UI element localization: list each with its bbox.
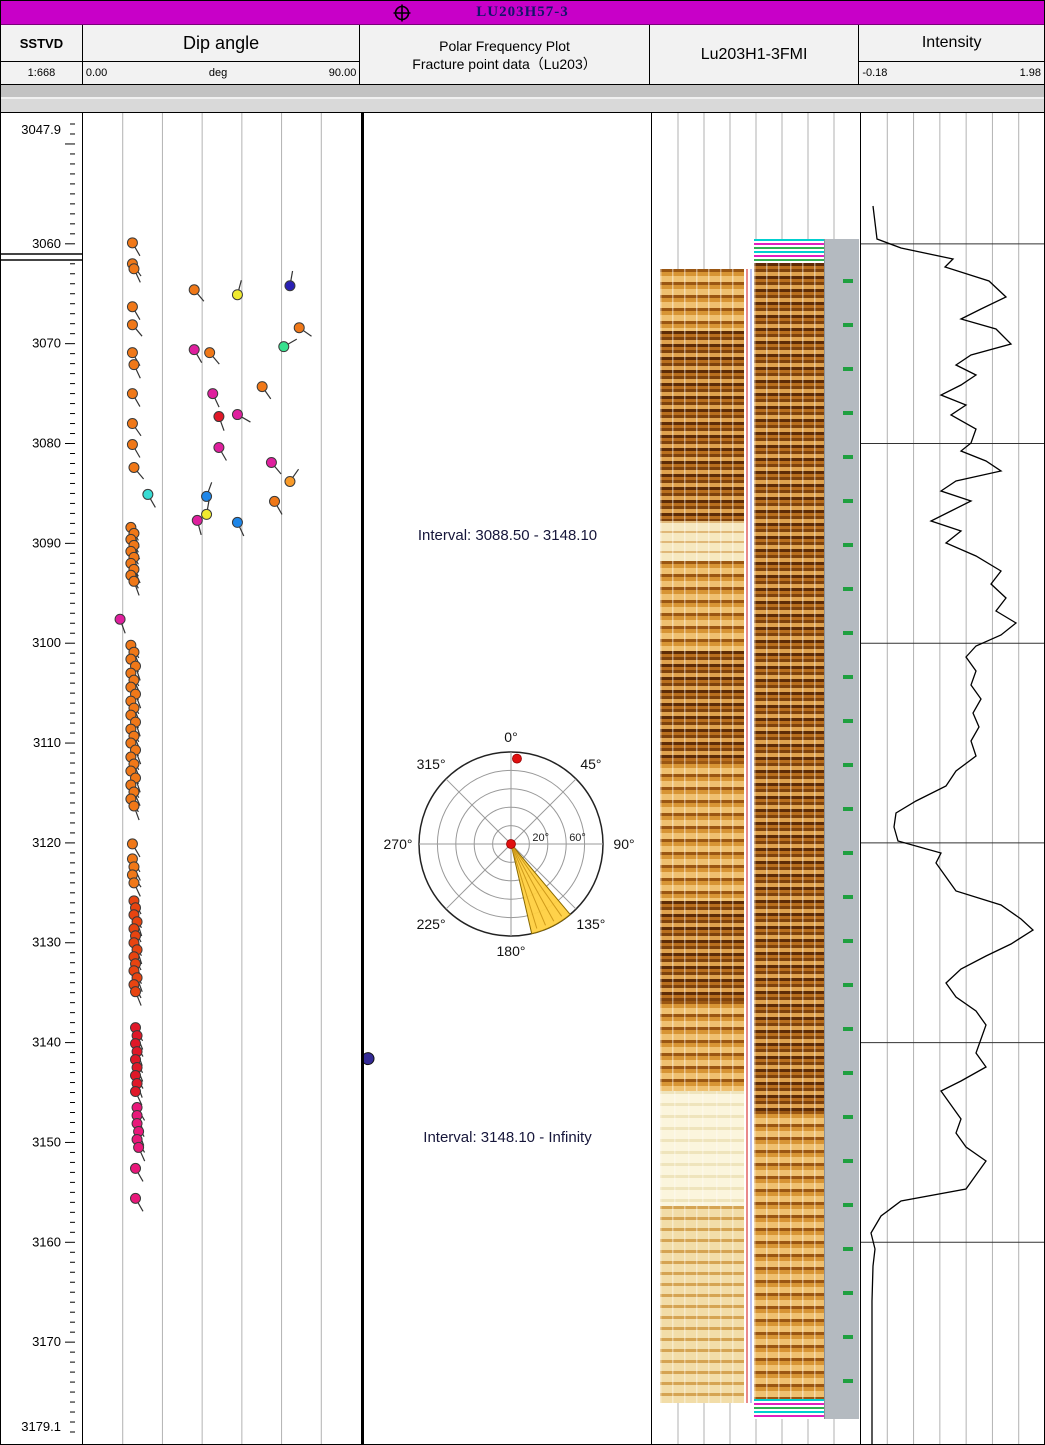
fmi-track-title: Lu203H1-3FMI [700,45,808,63]
depth-track-title: SSTVD [19,35,64,51]
fmi-image-segment [660,521,744,561]
svg-text:3060: 3060 [32,236,61,251]
svg-text:3170: 3170 [32,1334,61,1349]
header-depth: SSTVD 1:668 [1,25,83,85]
polar-title-line2: Fracture point data（Lu203） [412,55,597,72]
fmi-image-segment [660,561,744,651]
fmi-image-track [651,113,861,1444]
intensity-track [861,113,1044,1444]
track-header-row: SSTVD 1:668 Dip angle 0.00 deg 90.00 Pol… [1,25,1044,85]
log-display-area: 3047.9 3179.1 3060 3070 3080 3090 3100 3110 3120… [1,113,1044,1444]
fmi-sidebar-column [824,239,859,1419]
crosshair-circle-icon [393,4,411,22]
polar-track-title: Polar Frequency Plot Fracture point data… [360,25,648,84]
svg-text:3110: 3110 [33,735,61,750]
svg-text:3150: 3150 [32,1134,61,1149]
svg-text:3179.1: 3179.1 [21,1419,61,1434]
svg-text:3090: 3090 [32,535,61,550]
svg-text:60°: 60° [569,832,586,844]
header-polar-plot: Polar Frequency Plot Fracture point data… [360,25,650,85]
svg-text:270°: 270° [384,836,413,852]
fmi-gap-curve-blue [750,269,752,1403]
fmi-image-segment [660,901,744,1001]
title-bar: LU203H57-3 [1,1,1044,25]
fmi-image-segment [660,1001,744,1091]
svg-text:3047.9: 3047.9 [21,122,61,137]
dip-scale-max: 90.00 [328,67,357,79]
fmi-image-segment [660,269,744,331]
fmi-image-segment [754,263,824,1111]
header-dip-angle: Dip angle 0.00 deg 90.00 [82,25,361,85]
svg-text:3120: 3120 [32,835,61,850]
fmi-image-segment [660,1091,744,1206]
svg-text:90°: 90° [613,836,634,852]
svg-text:45°: 45° [580,756,601,772]
fmi-image-segment [754,239,824,263]
header-spacer-band [1,85,1044,113]
fmi-image-segment [754,1399,824,1419]
svg-text:0°: 0° [504,729,517,745]
svg-text:3140: 3140 [32,1035,61,1050]
well-title: LU203H57-3 [476,4,569,20]
fmi-image-segment [660,651,744,761]
intensity-scale-max: 1.98 [1019,67,1041,79]
svg-text:315°: 315° [417,756,446,772]
fmi-image-segment [660,331,744,521]
svg-text:3160: 3160 [32,1234,61,1249]
fmi-gap-curve-red [746,269,748,1403]
dip-scale-min: 0.00 [85,67,108,79]
fmi-image-segment [660,761,744,901]
svg-text:225°: 225° [417,916,446,932]
dip-scale-row: 0.00 deg 90.00 [82,61,360,84]
interval-label-lower: Interval: 3148.10 - Infinity [423,1129,592,1146]
polar-frequency-track: Interval: 3088.50 - 3148.10 Interval: 31… [361,113,651,1444]
svg-text:20°: 20° [532,832,549,844]
svg-text:180°: 180° [497,943,526,959]
fmi-image-segment [754,1111,824,1413]
depth-track: 3047.9 3179.1 3060 3070 3080 3090 3100 3110 3120… [1,113,83,1444]
dip-track-title: Dip angle [183,32,260,53]
svg-text:3080: 3080 [32,436,61,451]
intensity-scale-min: -0.18 [862,67,888,79]
header-fmi: Lu203H1-3FMI [649,25,860,85]
dip-scale-unit: deg [208,67,228,79]
depth-scale-ratio: 1:668 [1,61,82,84]
svg-text:3100: 3100 [32,635,61,650]
interval-label-upper: Interval: 3088.50 - 3148.10 [417,527,598,544]
polar-title-line1: Polar Frequency Plot [439,37,570,54]
fmi-image-segment [660,1206,744,1403]
svg-text:135°: 135° [576,916,605,932]
intensity-scale-row: -0.18 1.98 [859,61,1044,84]
svg-text:3070: 3070 [32,336,61,351]
svg-text:3130: 3130 [32,935,61,950]
header-intensity: Intensity -0.18 1.98 [859,25,1044,85]
dip-angle-track [83,113,361,1444]
intensity-track-title: Intensity [921,34,982,51]
